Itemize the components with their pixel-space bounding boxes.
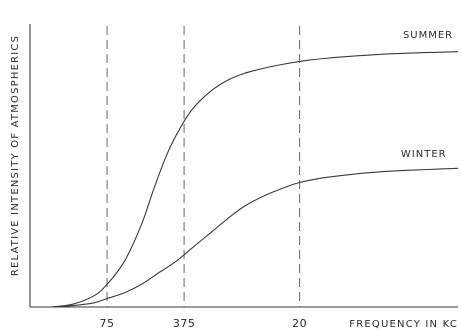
x-axis-label: FREQUENCY IN KC <box>349 319 458 330</box>
x-tick-label: 75 <box>100 317 115 330</box>
x-tick-label: 375 <box>173 317 196 330</box>
series-line-winter <box>51 167 459 308</box>
series-label-summer: SUMMER <box>403 30 453 41</box>
series-label-winter: WINTER <box>401 149 447 160</box>
series-line-summer <box>51 51 459 308</box>
x-tick-label: 20 <box>292 317 307 330</box>
y-axis-label: RELATIVE INTENSITY OF ATMOSPHERICS <box>10 35 21 276</box>
